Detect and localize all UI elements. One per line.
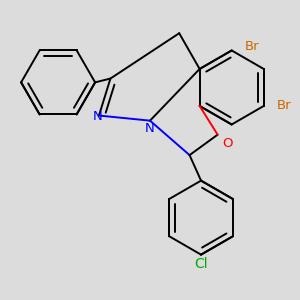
Text: N: N	[93, 110, 103, 123]
Text: N: N	[145, 122, 155, 135]
Text: O: O	[223, 137, 233, 150]
Text: Br: Br	[277, 100, 291, 112]
Text: Br: Br	[244, 40, 259, 53]
Text: Cl: Cl	[194, 256, 208, 271]
